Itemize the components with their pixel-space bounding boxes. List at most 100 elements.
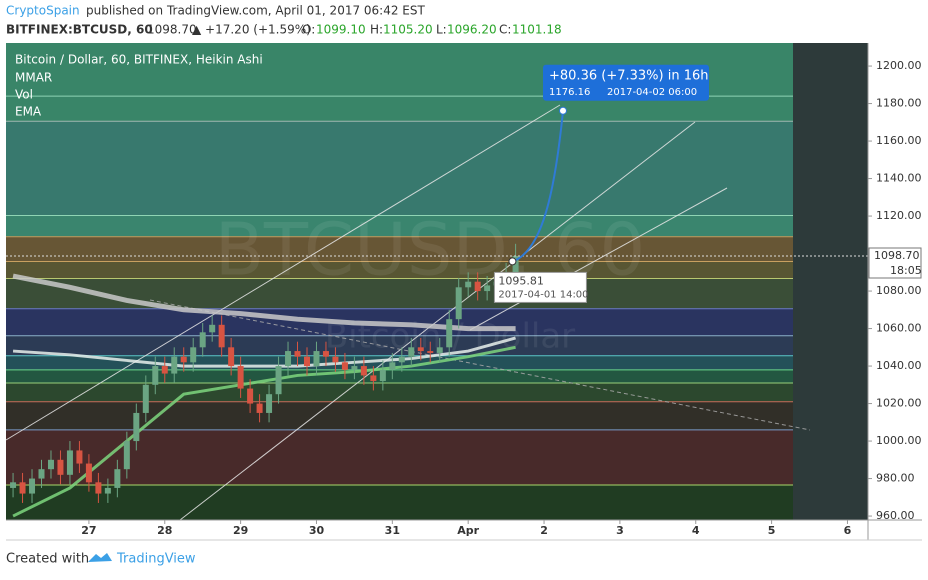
end-box	[543, 64, 710, 101]
candle-body	[436, 347, 443, 353]
x-tick-label: 31	[385, 524, 400, 537]
y-tick-label: 1140.00	[876, 172, 922, 185]
projection-line	[512, 110, 564, 263]
candle-body	[275, 366, 282, 395]
candle-body	[351, 366, 358, 370]
candle-body	[256, 403, 263, 413]
x-tick-label: 2	[540, 524, 548, 537]
y-tick-label: 960.00	[876, 509, 915, 522]
level-band	[6, 382, 793, 402]
y-tick-label: 980.00	[876, 472, 915, 485]
x-tick-label: 5	[768, 524, 776, 537]
indicator-label: EMA	[15, 105, 42, 119]
projection-change: +80.36 (+7.33%) in 16h	[549, 68, 708, 83]
symbol: BITFINEX:BTCUSD, 60	[6, 23, 153, 37]
candle-body	[379, 369, 386, 382]
level-band	[6, 121, 793, 216]
candle-body	[218, 324, 225, 348]
candle-body	[66, 450, 73, 475]
x-tick-label: Apr	[457, 524, 479, 537]
projection-start	[508, 257, 517, 266]
candle-body	[389, 362, 396, 370]
y-tick-label: 1000.00	[876, 434, 922, 447]
x-tick-label: 28	[157, 524, 172, 537]
o-label: O:	[302, 23, 315, 37]
trend-line	[5, 104, 561, 441]
brand[interactable]: TradingView	[116, 552, 196, 567]
start-box	[493, 271, 587, 303]
candle-body	[104, 487, 111, 494]
candle-body	[199, 332, 206, 348]
o: 1099.10	[316, 23, 366, 37]
y-tick-label: 1200.00	[876, 59, 922, 72]
candle-body	[161, 366, 168, 374]
candle-body	[266, 394, 273, 413]
created-with: Created with	[6, 552, 89, 567]
candle-body	[427, 351, 434, 353]
candle-body	[95, 482, 102, 494]
candle-body	[57, 459, 64, 475]
published: published on TradingView.com, April 01, …	[86, 4, 426, 18]
candle-body	[417, 347, 424, 352]
x-tick-label: 4	[692, 524, 700, 537]
moving-average	[12, 273, 516, 332]
candle-body	[484, 285, 491, 292]
price-box	[868, 247, 922, 279]
candle-body	[133, 412, 140, 442]
candle-body	[465, 281, 472, 288]
c: 1101.18	[512, 23, 562, 37]
projection-end	[559, 106, 568, 115]
candle-body	[512, 256, 519, 273]
candle-body	[303, 356, 310, 367]
x-tick-label: 30	[309, 524, 325, 537]
level-band	[6, 401, 793, 430]
candle-body	[360, 366, 367, 376]
y-tick-label: 1060.00	[876, 322, 922, 335]
price-label: 1098.70	[874, 249, 920, 262]
l-label: L:	[436, 23, 447, 37]
start-date: 2017-04-01 14:00	[498, 289, 588, 300]
level-band	[6, 484, 793, 520]
l: 1096.20	[447, 23, 497, 37]
x-tick-label: 29	[233, 524, 248, 537]
candle-body	[408, 347, 415, 357]
end-value: 1176.16	[549, 87, 590, 98]
candle-body	[294, 351, 301, 357]
y-tick-label: 1020.00	[876, 397, 922, 410]
y-tick-label: 1040.00	[876, 359, 922, 372]
x-tick-label: 6	[844, 524, 852, 537]
logo	[88, 553, 112, 562]
candle-body	[76, 450, 83, 464]
candle-body	[123, 441, 130, 470]
change: ▲ +17.20 (+1.59%)	[192, 23, 311, 37]
author[interactable]: CryptoSpain	[6, 4, 80, 18]
level-band	[6, 261, 793, 279]
candle-body	[474, 281, 481, 292]
x-tick-label: 3	[616, 524, 624, 537]
candle-body	[47, 459, 54, 470]
candle-body	[455, 287, 462, 320]
end-date: 2017-04-02 06:00	[607, 87, 697, 98]
last: 1098.70	[147, 23, 197, 37]
candle-body	[142, 384, 149, 413]
candle-body	[190, 347, 197, 363]
y-tick-label: 1180.00	[876, 97, 922, 110]
candle-body	[237, 366, 244, 389]
candle-body	[114, 469, 121, 488]
candle-body	[370, 375, 377, 382]
candle-body	[152, 366, 159, 385]
start-value: 1095.81	[498, 274, 544, 287]
candle-body	[247, 388, 254, 404]
candle-body	[228, 347, 235, 367]
h: 1105.20	[383, 23, 433, 37]
candle-body	[398, 356, 405, 363]
chart-title: Bitcoin / Dollar, 60, BITFINEX, Heikin A…	[15, 53, 263, 67]
future-shade	[793, 43, 868, 520]
trend-line	[469, 187, 728, 331]
candle-body	[313, 351, 320, 367]
candle-body	[322, 351, 329, 357]
trend-line	[149, 299, 811, 431]
candle-body	[29, 478, 36, 494]
